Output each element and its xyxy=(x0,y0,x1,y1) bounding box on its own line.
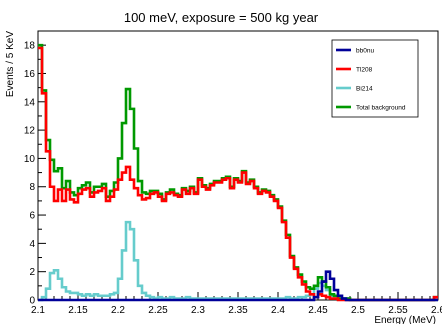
series-3-line xyxy=(38,43,438,302)
series-1-line xyxy=(38,46,438,302)
x-tick-label: 2.45 xyxy=(308,305,328,316)
y-tick-label: 14 xyxy=(24,97,36,108)
y-tick-label: 6 xyxy=(29,211,35,222)
x-tick-label: 2.35 xyxy=(228,305,248,316)
y-axis-title: Events / 5 KeV xyxy=(5,31,16,97)
x-tick-label: 2.3 xyxy=(191,305,205,316)
x-tick-label: 2.55 xyxy=(388,305,408,316)
x-tick-label: 2.15 xyxy=(68,305,88,316)
x-tick-label: 2.1 xyxy=(31,305,45,316)
x-tick-label: 2.6 xyxy=(431,305,442,316)
y-tick-label: 16 xyxy=(24,69,36,80)
y-tick-label: 12 xyxy=(24,126,36,137)
x-tick-label: 2.5 xyxy=(351,305,365,316)
x-tick-label: 2.25 xyxy=(148,305,168,316)
series-lines xyxy=(38,43,438,302)
y-tick-label: 4 xyxy=(29,239,35,250)
legend-label-3: Total background xyxy=(356,105,406,112)
x-tick-label: 2.4 xyxy=(271,305,285,316)
legend-label-1: Tl208 xyxy=(356,67,373,74)
legend: bb0nu Tl208 Bi214 Total background xyxy=(331,39,419,118)
legend-label-0: bb0nu xyxy=(356,48,374,55)
y-tick-label: 8 xyxy=(29,182,35,193)
chart-title: 100 meV, exposure = 500 kg year xyxy=(124,10,319,25)
x-tick-label: 2.2 xyxy=(111,305,125,316)
series-0-line xyxy=(38,270,438,302)
y-tick-label: 10 xyxy=(24,154,36,165)
x-axis-title: Energy (MeV) xyxy=(374,315,436,324)
series-2-line xyxy=(38,220,438,302)
legend-label-2: Bi214 xyxy=(356,86,373,93)
legend-box xyxy=(331,39,419,118)
y-tick-label: 0 xyxy=(29,296,35,307)
y-tick-label: 18 xyxy=(24,41,36,52)
x-axis: 2.1 2.15 2.2 2.25 2.3 2.35 2.4 2.45 2.5 2.55 2.6 xyxy=(31,292,442,316)
y-tick-label: 2 xyxy=(29,267,35,278)
